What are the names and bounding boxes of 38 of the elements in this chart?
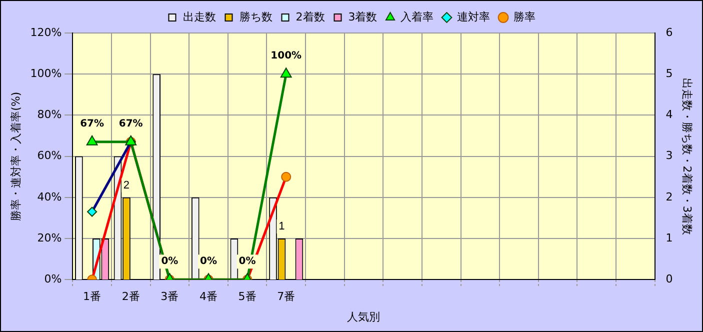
y2-axis-title: 出走数・勝ち数・2着数・3着数: [680, 78, 694, 235]
y2-tick-label: 4: [666, 108, 673, 122]
y-tick-label: 0%: [44, 272, 62, 286]
y2-tick-label: 3: [666, 149, 673, 162]
y-tick-label: 100%: [30, 66, 62, 80]
y-tick-label: 60%: [37, 149, 62, 162]
x-tick-label: 5番: [238, 290, 256, 304]
data-label: 0%: [161, 256, 178, 268]
y-axis-title: 勝率・連対率・入着率(%): [9, 92, 22, 221]
y2-tick-label: 6: [666, 26, 673, 39]
y-tick-label: 40%: [37, 190, 62, 204]
data-label: 1: [278, 220, 285, 233]
x-tick-label: 7番: [277, 290, 296, 304]
data-label: 0%: [238, 256, 256, 268]
legend-label: 出走数: [182, 10, 216, 24]
legend-label: 2着数: [296, 10, 325, 24]
legend-label: 勝率: [514, 10, 536, 24]
data-label: 100%: [270, 50, 302, 62]
legend-label: 勝ち数: [239, 10, 272, 24]
data-label: 2: [123, 179, 130, 192]
data-label: 0%: [200, 256, 217, 268]
x-tick-label: 4番: [199, 290, 218, 304]
x-tick-label: 1番: [83, 290, 102, 304]
y2-tick-label: 2: [666, 190, 673, 204]
legend-label: 3着数: [348, 10, 378, 24]
y-tick-label: 80%: [37, 108, 62, 122]
data-label: 67%: [80, 118, 104, 130]
x-axis-title: 人気別: [347, 310, 380, 324]
legend-label: 入着率: [400, 10, 434, 24]
legend-label: 連対率: [457, 10, 490, 24]
y2-tick-label: 1: [666, 231, 673, 244]
data-label: 67%: [118, 118, 143, 130]
y-tick-label: 20%: [37, 231, 62, 244]
y2-tick-label: 5: [666, 66, 673, 80]
y-tick-label: 120%: [30, 26, 62, 39]
x-tick-label: 3番: [160, 290, 179, 304]
y2-tick-label: 0: [666, 272, 673, 286]
x-tick-label: 2番: [122, 290, 140, 304]
